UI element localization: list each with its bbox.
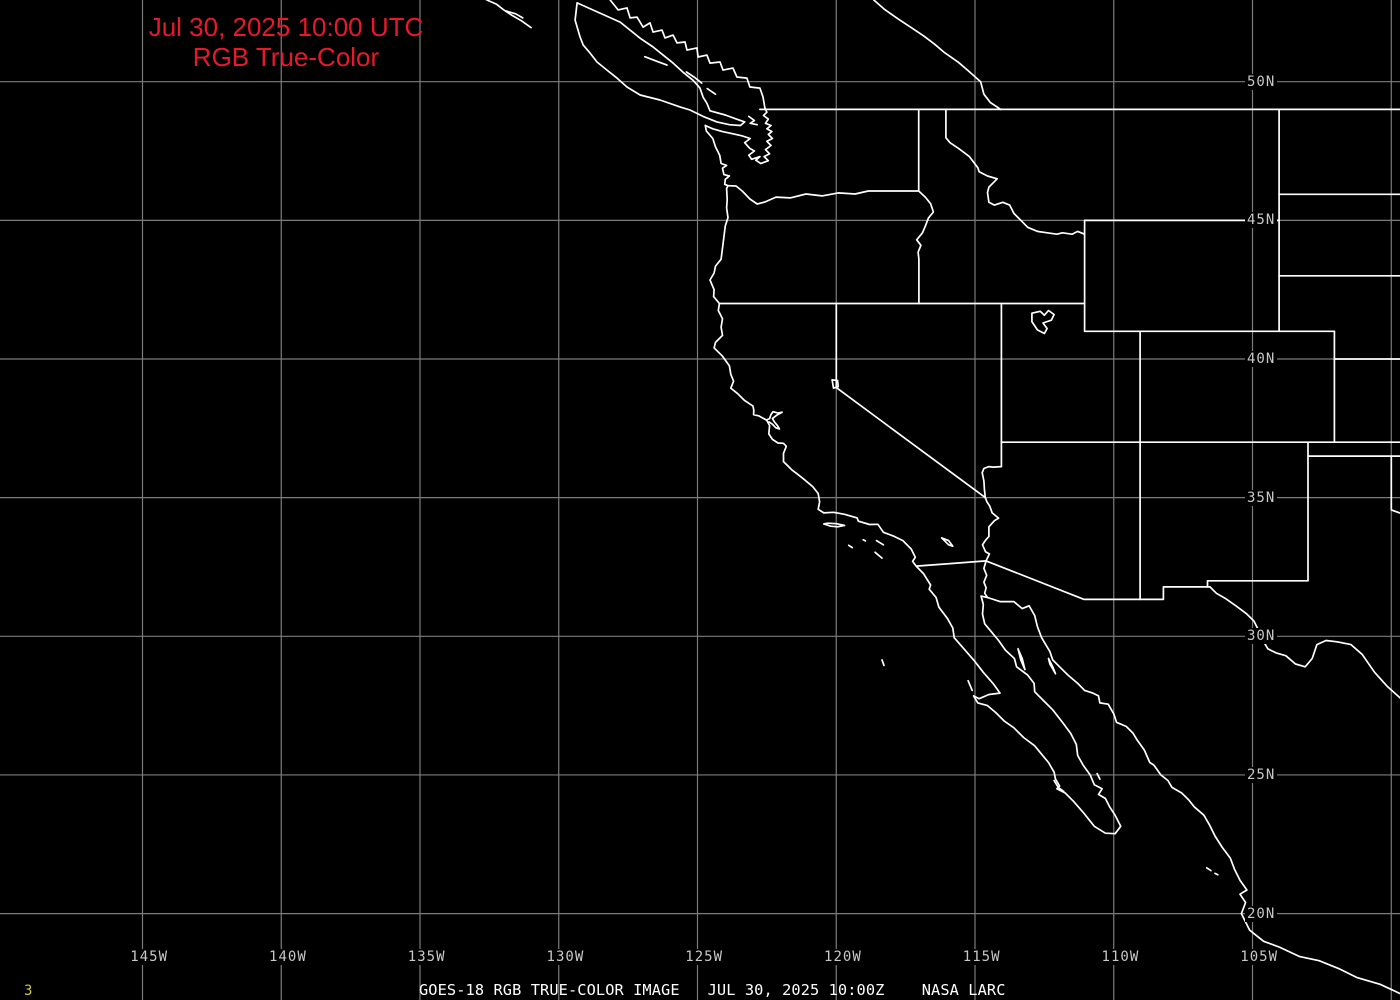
lon-label-110w: 110W	[1099, 949, 1142, 965]
lat-label-30n: 30N	[1245, 628, 1278, 645]
map-feature-ca-nv-border	[835, 302, 987, 499]
map-feature-san-nicolas-island	[847, 544, 854, 549]
lat-label-25n: 25N	[1245, 766, 1278, 783]
lon-label-145w: 145W	[128, 949, 171, 965]
lon-label-125w: 125W	[683, 949, 726, 965]
map-feature-us-mexico-border	[915, 560, 1211, 601]
lat-label-45n: 45N	[1245, 212, 1278, 229]
map-feature-texada-island	[706, 87, 717, 96]
map-feature-inside-passage-islands-1	[643, 55, 668, 66]
map-feature-inside-passage-islands-2	[685, 71, 703, 84]
map-feature-islas-marias-2	[1214, 872, 1219, 876]
map-feature-mt-id-border	[945, 108, 1086, 236]
lon-label-140w: 140W	[267, 949, 309, 965]
map-feature-bc-alberta-divide	[872, 0, 1002, 111]
map-feature-san-clemente-island	[874, 551, 883, 559]
timestamp-label: Jul 30, 2025 10:00 UTC	[148, 12, 424, 42]
map-feature-or-id-border-snake-river	[915, 190, 935, 305]
lon-label-115w: 115W	[960, 949, 1003, 965]
map-outlines	[485, 0, 1400, 995]
map-feature-pacific-coast-us-baja	[704, 124, 1122, 835]
lat-label-35n: 35N	[1245, 489, 1278, 506]
map-feature-cedros-island	[967, 679, 974, 692]
map-feature-channel-islands-north	[822, 522, 846, 528]
map-feature-rio-grande	[1209, 586, 1400, 699]
map-feature-salton-sea	[940, 537, 954, 548]
map-feature-wa-or-border-columbia-river	[727, 184, 920, 205]
lat-label-50n: 50N	[1245, 73, 1278, 90]
lat-label-20n: 20N	[1245, 905, 1278, 922]
map-feature-ca-az-border-colorado-river	[981, 496, 1000, 562]
map-feature-vancouver-island-chain	[574, 2, 746, 127]
map-feature-isla-tiburon	[1047, 657, 1057, 675]
map-feature-haida-gwaii-spur	[505, 10, 524, 19]
lon-label-105w: 105W	[1238, 949, 1281, 965]
map-feature-great-salt-lake	[1031, 309, 1055, 335]
product-name-label: RGB True-Color	[192, 42, 380, 72]
map-feature-santa-barbara-island	[862, 538, 867, 542]
map-feature-san-juan-islands	[747, 115, 759, 126]
frame-number: 3	[24, 983, 33, 999]
map-feature-nm-tx-ok-border-103w	[1206, 441, 1309, 588]
image-timestamp-overlay: Jul 30, 2025 10:00 UTC RGB True-Color	[130, 12, 442, 72]
map-feature-lake-tahoe	[831, 378, 840, 389]
map-feature-magdalena-lagoon	[1053, 779, 1065, 793]
map-feature-tx-ok-border-100w	[1390, 455, 1400, 514]
map-feature-isla-angel-de-la-guarda	[1017, 647, 1026, 671]
lon-label-135w: 135W	[405, 949, 448, 965]
map-feature-islas-marias-1	[1205, 866, 1212, 872]
lon-label-120w: 120W	[822, 949, 864, 965]
map-feature-santa-catalina-island	[875, 539, 885, 546]
map-feature-colorado-river-delta	[983, 560, 989, 599]
lat-label-40n: 40N	[1245, 351, 1278, 367]
map-feature-puget-sound-coast	[704, 107, 774, 165]
map-feature-bc-mainland-coast	[609, 0, 766, 109]
lon-label-130w: 130W	[544, 949, 587, 965]
map-feature-espiritu-santo-islands	[1096, 772, 1101, 780]
map-feature-haida-gwaii-islands	[485, 0, 532, 29]
map-feature-sonora-sinaloa-coast	[986, 596, 1400, 995]
map-feature-san-francisco-bay	[765, 410, 783, 430]
map-feature-nv-az-border-colorado-river	[981, 441, 1003, 499]
map-feature-guadalupe-island	[881, 659, 885, 667]
image-caption: GOES-18 RGB TRUE-COLOR IMAGE JUL 30, 202…	[419, 981, 1006, 999]
